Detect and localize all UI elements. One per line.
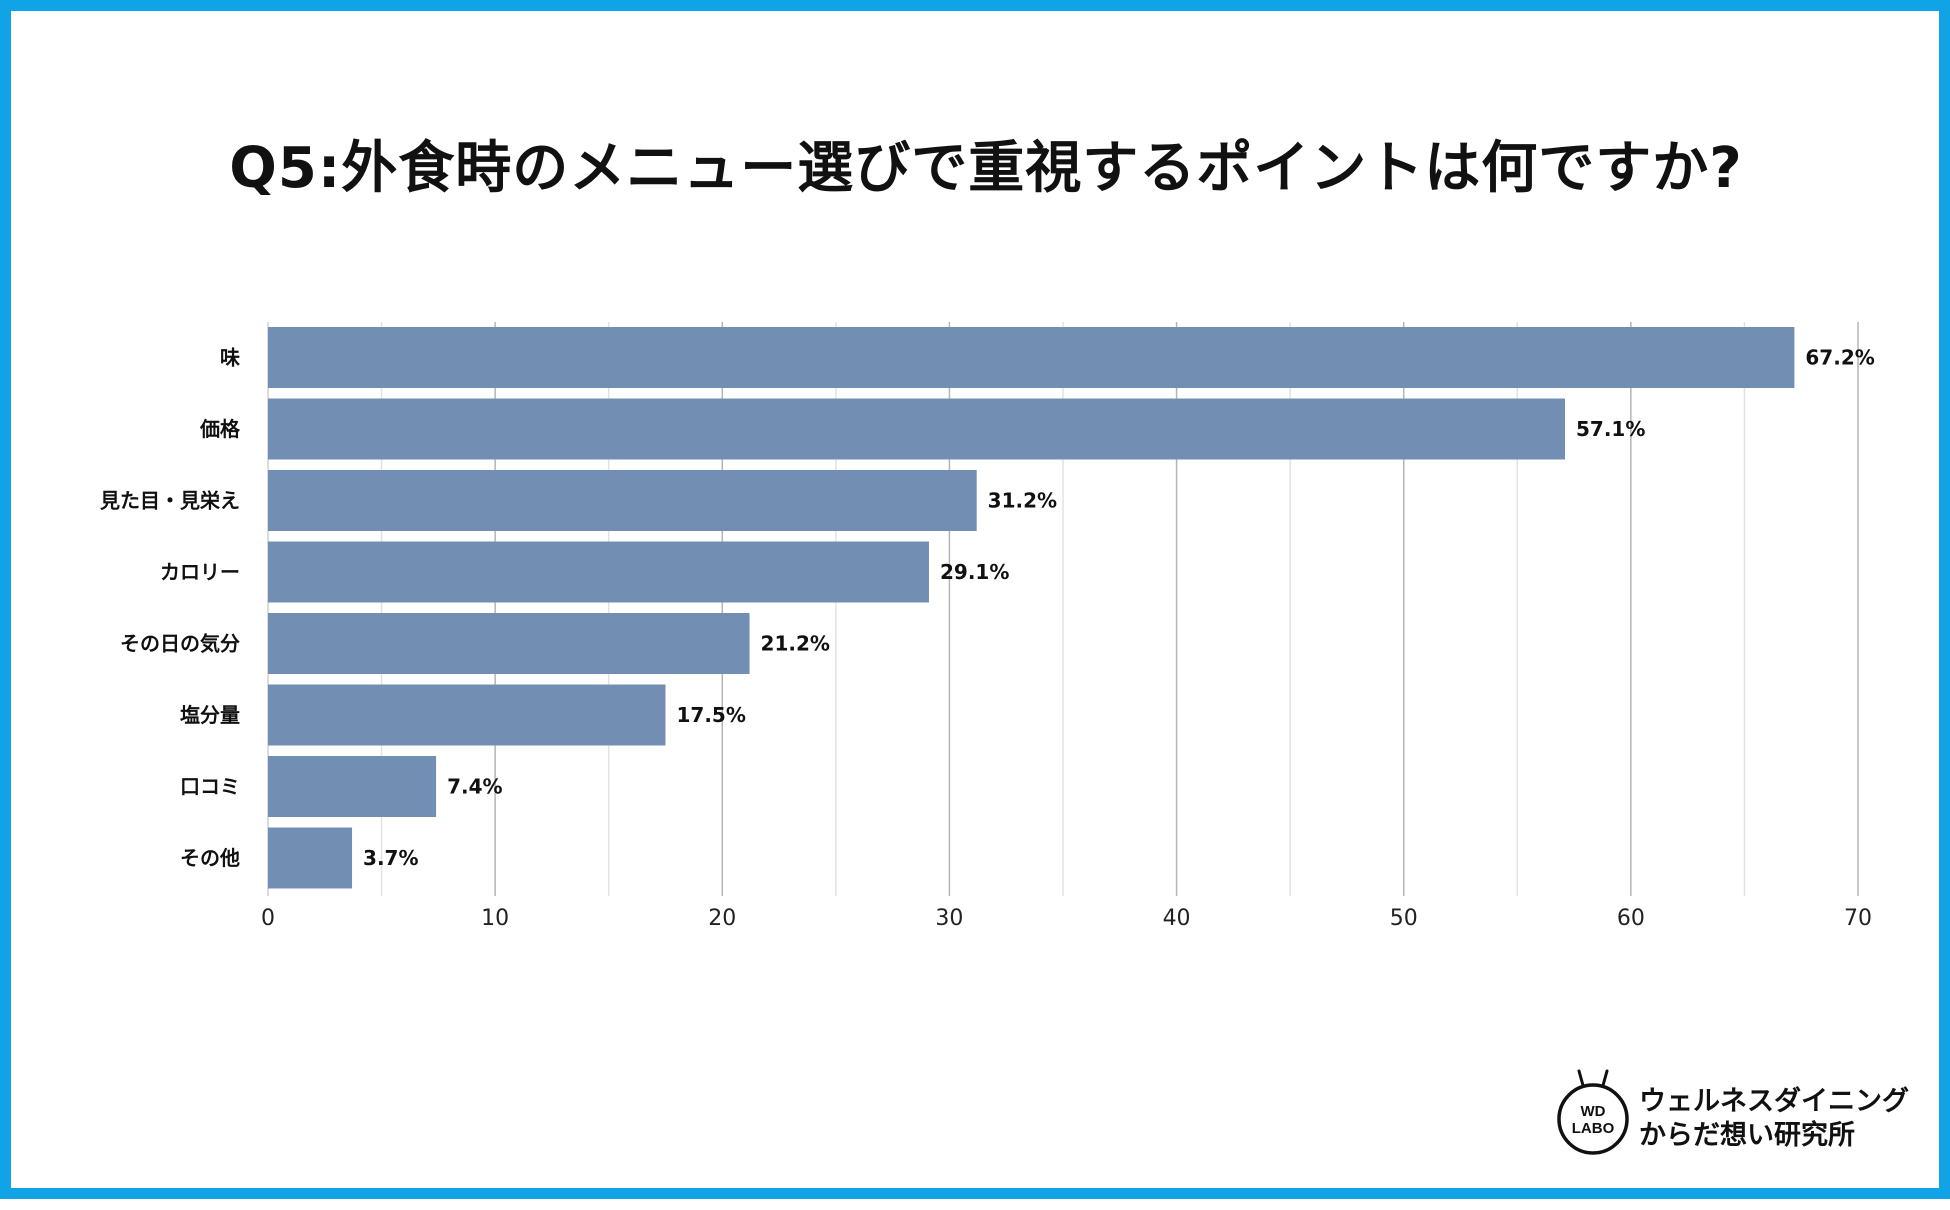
category-label: 味 bbox=[220, 346, 240, 370]
badge-text-wd: WD bbox=[1581, 1103, 1606, 1120]
bar bbox=[268, 827, 353, 889]
x-tick-label: 70 bbox=[1844, 906, 1872, 931]
x-tick-label: 50 bbox=[1390, 906, 1418, 931]
category-label: カロリー bbox=[160, 560, 240, 584]
category-label: 価格 bbox=[199, 417, 241, 441]
bar bbox=[268, 613, 750, 674]
badge-text-labo: LABO bbox=[1572, 1120, 1615, 1137]
value-label: 21.2% bbox=[761, 632, 830, 656]
value-label: 29.1% bbox=[940, 560, 1009, 584]
category-label: 見た目・見栄え bbox=[100, 489, 240, 513]
bar bbox=[268, 327, 1795, 388]
x-tick-label: 30 bbox=[935, 906, 963, 931]
chart-title: Q5:外食時のメニュー選びで重視するポイントは何ですか? bbox=[229, 136, 1743, 201]
x-tick-label: 10 bbox=[481, 906, 509, 931]
value-label: 7.4% bbox=[447, 775, 502, 799]
logo-text-line1: ウェルネスダイニング bbox=[1639, 1086, 1909, 1117]
value-label: 67.2% bbox=[1805, 346, 1874, 370]
x-tick-label: 40 bbox=[1163, 906, 1191, 931]
logo-text: ウェルネスダイニング からだ想い研究所 bbox=[1639, 1085, 1909, 1153]
x-tick-label: 60 bbox=[1617, 906, 1645, 931]
bar bbox=[268, 756, 437, 817]
value-label: 17.5% bbox=[677, 703, 746, 727]
category-label: その他 bbox=[180, 846, 240, 870]
value-label: 31.2% bbox=[988, 489, 1057, 513]
bar-layer bbox=[268, 327, 1795, 889]
bar bbox=[268, 470, 977, 531]
category-label: 口コミ bbox=[180, 775, 240, 799]
bar bbox=[268, 684, 666, 746]
label-layer: 0 10 20 30 40 50 60 70 味 67.2% 価格 57.1% 見た目・見栄え 31.2%… bbox=[100, 346, 1875, 932]
value-label: 57.1% bbox=[1576, 417, 1645, 441]
value-label: 3.7% bbox=[363, 846, 418, 870]
bar bbox=[268, 541, 929, 603]
wd-labo-logo: WD LABO ウェルネスダイニング からだ想い研究所 bbox=[1551, 1061, 1911, 1161]
category-label: 塩分量 bbox=[180, 703, 240, 727]
category-label: その日の気分 bbox=[120, 632, 240, 656]
bar-chart: 0 10 20 30 40 50 60 70 味 67.2% 価格 57.1% 見た目・見栄え 31.2%… bbox=[100, 322, 1875, 932]
bar bbox=[268, 398, 1565, 460]
x-tick-label: 20 bbox=[708, 906, 736, 931]
x-tick-label: 0 bbox=[261, 906, 275, 931]
wd-labo-badge-icon: WD LABO bbox=[1557, 1069, 1629, 1155]
logo-text-line2: からだ想い研究所 bbox=[1639, 1120, 1855, 1151]
